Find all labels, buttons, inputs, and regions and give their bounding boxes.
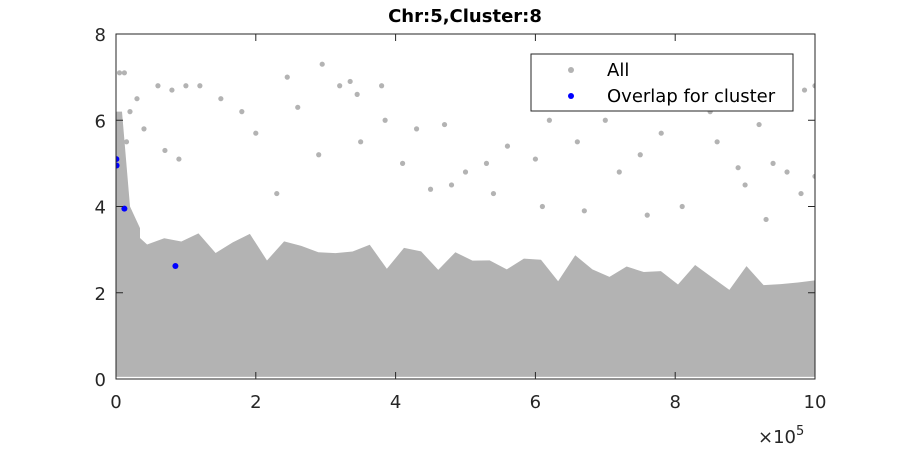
legend-label-overlap: Overlap for cluster [607,86,776,107]
point-all-57 [162,147,168,154]
point-all-50 [679,203,685,210]
point-all-26 [616,169,622,175]
x-tick-label-4: 8 [669,392,680,413]
point-all-31 [714,139,720,145]
point-all-2 [134,96,140,102]
point-all-28 [658,130,664,136]
point-all-17 [413,126,420,132]
point-all-48 [581,208,587,214]
point-all-25 [602,117,608,123]
legend: All Overlap for cluster [530,53,794,112]
point-all-35 [756,121,762,128]
point-all-20 [483,160,490,166]
point-all-22 [532,156,539,162]
point-all-44 [427,186,434,192]
all-points-cloud [116,111,815,377]
point-all-54 [448,182,455,188]
point-overlap-2 [121,205,128,212]
point-all-27 [637,152,643,158]
x-tick-label-2: 4 [390,392,401,413]
y-tick-label-3: 6 [95,111,106,132]
point-all-38 [801,87,808,93]
point-all-8 [284,74,290,80]
point-all-11 [337,83,343,89]
point-all-1 [121,70,127,76]
point-all-16 [399,160,406,166]
point-all-9 [295,104,301,110]
point-all-37 [784,169,790,175]
point-all-42 [239,109,245,115]
y-tick-label-0: 0 [95,370,106,391]
point-all-3 [155,83,161,89]
y-tick-label-1: 2 [95,284,106,305]
legend-label-all: All [607,60,629,81]
point-all-47 [539,203,545,210]
x-tick-label-1: 2 [250,392,261,413]
point-all-10 [319,61,325,67]
point-overlap-3 [172,263,179,270]
point-all-51 [763,216,769,223]
point-all-43 [274,190,280,197]
point-all-34 [742,182,748,188]
y-tick-label-4: 8 [95,25,106,46]
all-points-dense-region [116,228,815,375]
point-all-18 [441,121,448,128]
x-exponent-power: 5 [796,424,804,439]
point-all-45 [358,139,364,145]
point-all-5 [183,83,189,89]
point-all-46 [316,152,322,158]
y-tick-label-2: 4 [95,198,106,219]
point-all-53 [490,190,497,197]
point-all-15 [382,117,388,123]
legend-marker-all [568,67,574,73]
all-points-bottom-band [116,363,815,377]
point-all-39 [812,83,815,89]
point-all-21 [504,143,511,149]
point-all-40 [812,173,815,179]
x-tick-label-0: 0 [110,392,121,413]
point-all-59 [123,139,130,145]
point-all-56 [141,126,147,132]
all-points-left-spike [116,111,140,375]
point-all-33 [735,165,741,171]
point-all-58 [176,156,182,162]
legend-marker-overlap [568,93,574,99]
data-points [116,61,815,270]
point-overlap-0 [116,156,120,163]
point-all-4 [169,87,175,93]
point-overlap-1 [116,162,120,169]
x-exponent-label: ×105 [758,424,804,448]
point-all-6 [197,83,203,89]
point-all-55 [127,109,133,115]
axis-ticks: 0 2 4 6 8 10 0 2 4 6 8 [95,25,827,413]
point-all-41 [253,130,259,136]
chart-title: Chr:5,Cluster:8 [388,6,542,27]
x-tick-label-5: 10 [804,392,827,413]
legend-box [530,53,794,112]
point-all-19 [462,169,469,175]
point-all-0 [116,70,123,76]
point-all-7 [218,96,224,102]
x-exponent-base: ×10 [758,427,796,448]
point-all-49 [644,212,650,218]
point-all-13 [354,91,360,97]
point-all-36 [770,160,776,166]
x-tick-label-3: 6 [530,392,541,413]
point-all-24 [574,139,580,145]
point-all-52 [798,190,804,197]
point-all-12 [347,78,353,85]
point-all-23 [546,117,552,123]
point-all-14 [379,83,385,89]
